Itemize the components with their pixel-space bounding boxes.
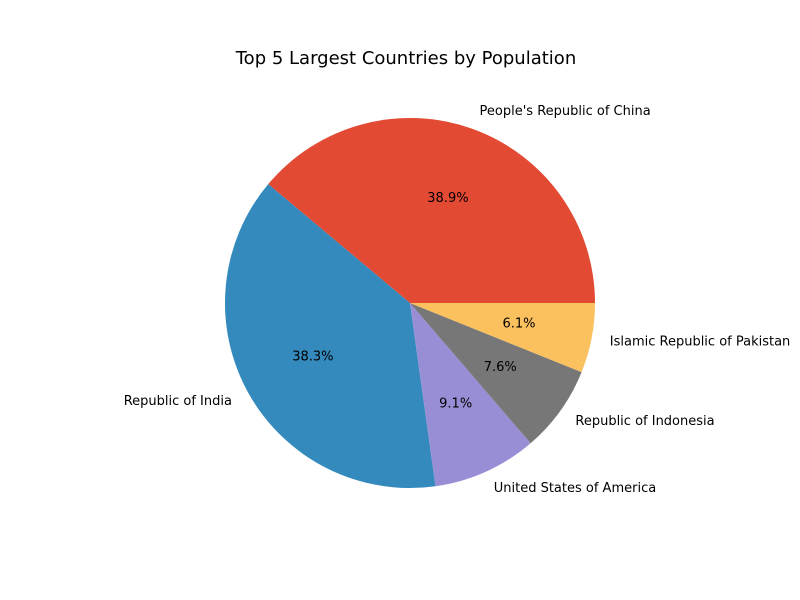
slice-labels: People's Republic of China Republic of In…	[124, 104, 791, 496]
pie-slice-united-states-of-america	[410, 303, 531, 487]
chart-title: Top 5 Largest Countries by Population	[235, 48, 576, 69]
percent-label-republic-of-india: 38.3%	[292, 349, 333, 364]
pie-slice-islamic-republic-of-pakistan	[410, 303, 595, 373]
percent-label-islamic-republic-of-pakistan: 6.1%	[502, 317, 535, 332]
percent-label-people-s-republic-of-china: 38.9%	[427, 191, 468, 206]
slice-label-people-s-republic-of-china: People's Republic of China	[480, 104, 651, 119]
slice-label-republic-of-indonesia: Republic of Indonesia	[575, 414, 714, 429]
percent-label-republic-of-indonesia: 7.6%	[484, 360, 517, 375]
pie-slice-republic-of-india	[225, 184, 436, 488]
percent-labels: 38.9% 38.3% 9.1% 7.6% 6.1%	[292, 191, 535, 411]
slice-label-united-states-of-america: United States of America	[494, 481, 656, 496]
pie-slice-republic-of-indonesia	[410, 303, 582, 444]
pie-slice-people-s-republic-of-china	[268, 118, 595, 304]
slice-label-republic-of-india: Republic of India	[124, 394, 232, 409]
pie-slices	[225, 118, 595, 488]
percent-label-united-states-of-america: 9.1%	[439, 397, 472, 412]
slice-label-islamic-republic-of-pakistan: Islamic Republic of Pakistan	[610, 334, 791, 349]
